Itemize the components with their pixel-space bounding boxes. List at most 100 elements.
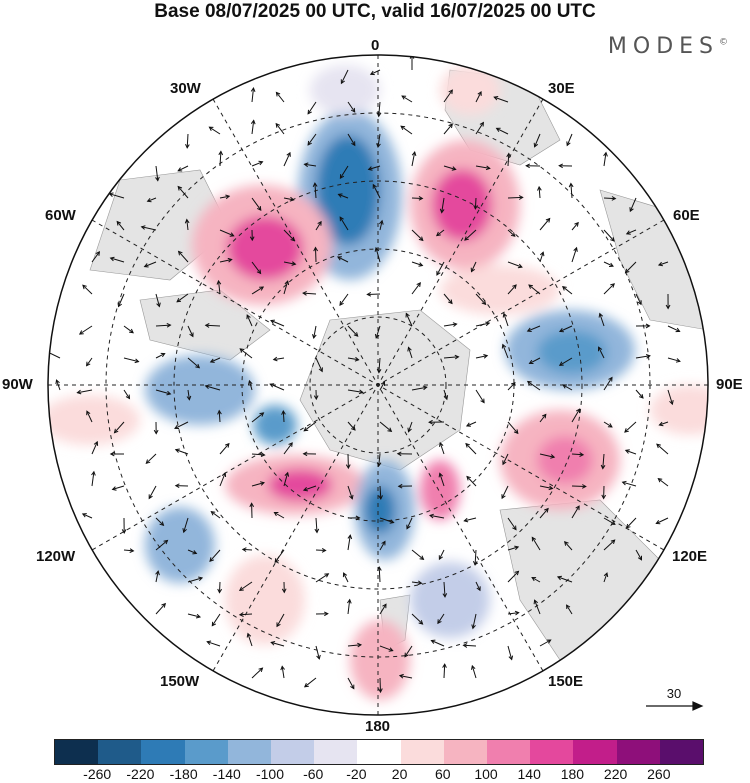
wind-arrow-head bbox=[258, 160, 264, 166]
wind-arrow-head bbox=[481, 300, 487, 306]
wind-arrow-head bbox=[259, 481, 265, 486]
wind-arrow-head bbox=[241, 547, 247, 552]
wind-arrow-head bbox=[411, 151, 417, 157]
colorbar-swatch bbox=[141, 740, 185, 764]
wind-arrow bbox=[503, 313, 509, 327]
wind-arrow bbox=[472, 613, 477, 629]
lon-label-60e: 60E bbox=[673, 207, 700, 224]
wind-arrow bbox=[86, 357, 93, 366]
wind-arrow bbox=[465, 443, 477, 455]
wind-arrow-head bbox=[550, 454, 556, 459]
wind-arrow-head bbox=[448, 123, 453, 129]
wind-arrow-head bbox=[480, 398, 485, 404]
lon-label-150e: 150E bbox=[548, 673, 584, 690]
wind-arrow bbox=[411, 229, 424, 241]
wind-arrow-head bbox=[558, 163, 564, 169]
wind-arrow-head bbox=[669, 400, 674, 406]
wind-arrow-head bbox=[340, 79, 345, 85]
colorbar-swatch bbox=[227, 740, 272, 764]
colorbar-tick-label: 60 bbox=[435, 766, 451, 782]
wind-arrow-head bbox=[259, 286, 265, 291]
wind-arrow bbox=[571, 408, 581, 423]
wind-arrow bbox=[443, 123, 453, 135]
wind-arrow bbox=[603, 229, 615, 242]
wind-arrow-head bbox=[284, 471, 290, 477]
wind-arrow bbox=[187, 577, 203, 583]
wind-arrow bbox=[283, 229, 295, 242]
wind-arrow bbox=[658, 261, 669, 266]
wind-arrow bbox=[379, 421, 392, 432]
wind-arrow bbox=[529, 357, 541, 364]
wind-arrow bbox=[174, 421, 189, 429]
wind-arrow bbox=[283, 280, 289, 295]
wind-arrow-head bbox=[227, 257, 233, 263]
wind-arrow-head bbox=[302, 486, 308, 492]
wind-arrow bbox=[270, 320, 285, 327]
colorbar-tick-label: -100 bbox=[255, 766, 285, 782]
wind-arrow-head bbox=[396, 451, 402, 457]
wind-arrow-head bbox=[439, 208, 445, 214]
wind-arrow-head bbox=[312, 182, 318, 188]
wind-arrow bbox=[379, 677, 381, 693]
wind-arrow bbox=[507, 546, 519, 551]
wind-arrow-head bbox=[418, 620, 424, 625]
colorbar-swatch bbox=[98, 740, 142, 764]
wind-arrow-head bbox=[216, 279, 222, 285]
wind-arrow bbox=[303, 485, 317, 491]
wind-arrow bbox=[443, 89, 453, 103]
wind-arrow-head bbox=[350, 107, 356, 113]
wind-arrow-head bbox=[109, 256, 115, 262]
wind-arrow-head bbox=[250, 87, 256, 92]
wind-arrow bbox=[246, 314, 253, 327]
wind-arrow bbox=[378, 567, 381, 583]
wind-arrow-head bbox=[454, 354, 460, 360]
colorbar-swatch bbox=[530, 740, 574, 764]
wind-arrow-head bbox=[376, 112, 382, 118]
wind-arrow-head bbox=[608, 376, 613, 382]
wind-arrow bbox=[347, 599, 351, 615]
wind-arrow-head bbox=[376, 462, 382, 468]
wind-arrow bbox=[527, 381, 541, 391]
wind-arrow-head bbox=[448, 89, 453, 95]
wind-arrow bbox=[635, 389, 644, 399]
wind-arrow bbox=[603, 517, 616, 525]
wind-arrow bbox=[187, 357, 200, 369]
wind-arrow bbox=[251, 120, 255, 135]
wind-arrow-head bbox=[629, 207, 634, 213]
wind-arrow-head bbox=[525, 163, 531, 169]
wind-arrow bbox=[347, 535, 351, 551]
colorbar-tick-label: 20 bbox=[391, 766, 408, 782]
wind-arrow-head bbox=[286, 151, 291, 157]
wind-arrow bbox=[411, 386, 427, 391]
wind-arrow bbox=[155, 293, 160, 307]
wind-arrow-head bbox=[129, 548, 135, 553]
wind-arrow bbox=[667, 325, 680, 332]
wind-arrow bbox=[251, 453, 265, 456]
lon-label-150w: 150W bbox=[160, 673, 200, 690]
wind-arrow-head bbox=[280, 665, 285, 671]
wind-arrow-head bbox=[438, 555, 443, 561]
wind-arrow-head bbox=[556, 575, 562, 581]
wind-arrow-head bbox=[260, 452, 266, 458]
wind-arrow bbox=[475, 355, 488, 359]
colorbar-swatch bbox=[487, 740, 531, 764]
wind-arrow-head bbox=[155, 176, 160, 182]
wind-arrow bbox=[218, 280, 221, 295]
wind-arrow bbox=[283, 442, 293, 455]
wind-arrow bbox=[283, 197, 294, 201]
wind-arrow bbox=[538, 186, 541, 199]
wind-arrow bbox=[598, 346, 605, 359]
wind-arrow-head bbox=[407, 346, 412, 352]
wind-arrow-head bbox=[317, 220, 322, 226]
wind-arrow bbox=[559, 357, 573, 366]
wind-arrow-head bbox=[418, 262, 424, 267]
colorbar-tick-label: 140 bbox=[517, 766, 541, 782]
colorbar-tick-label: -20 bbox=[346, 766, 367, 782]
wind-arrow bbox=[564, 541, 573, 551]
wind-arrow-head bbox=[398, 673, 404, 679]
wind-arrow-head bbox=[610, 237, 615, 242]
wind-arrow bbox=[571, 247, 578, 263]
wind-arrow-head bbox=[378, 688, 383, 694]
wind-arrow bbox=[379, 220, 383, 231]
wind-arrow bbox=[239, 581, 253, 591]
